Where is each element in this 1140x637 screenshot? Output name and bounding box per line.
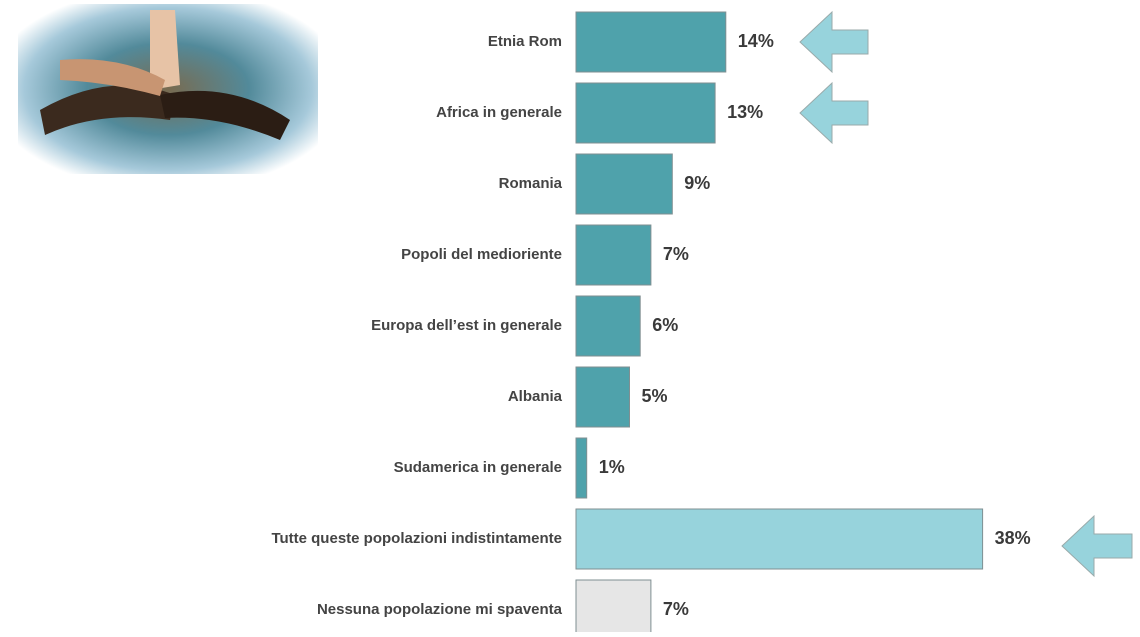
value-label: 1% [599, 457, 625, 477]
bar [575, 82, 716, 144]
value-label: 13% [727, 102, 763, 122]
bar [575, 153, 673, 215]
arrow [799, 10, 869, 74]
bar [575, 295, 641, 357]
value-label: 38% [995, 528, 1031, 548]
bar [575, 224, 652, 286]
bar [575, 366, 630, 428]
value-label: 14% [738, 31, 774, 51]
bar [575, 437, 588, 499]
bar [575, 508, 984, 570]
category-label: Popoli del medioriente [401, 246, 562, 263]
value-label: 7% [663, 244, 689, 264]
category-label: Etnia Rom [488, 33, 562, 50]
category-label: Sudamerica in generale [394, 459, 562, 476]
category-label: Africa in generale [436, 104, 562, 121]
arrow [1061, 514, 1133, 578]
category-label: Romania [499, 175, 563, 192]
photo [18, 4, 318, 174]
bar [575, 11, 727, 73]
value-label: 6% [652, 315, 678, 335]
category-label: Tutte queste popolazioni indistintamente [271, 530, 562, 547]
category-label: Albania [508, 388, 563, 405]
category-label: Nessuna popolazione mi spaventa [317, 601, 563, 618]
value-label: 7% [663, 599, 689, 619]
value-label: 5% [642, 386, 668, 406]
arrow [799, 81, 869, 145]
value-label: 9% [684, 173, 710, 193]
category-label: Europa dell’est in generale [371, 317, 562, 334]
bar [575, 579, 652, 637]
arrows [799, 10, 1133, 578]
